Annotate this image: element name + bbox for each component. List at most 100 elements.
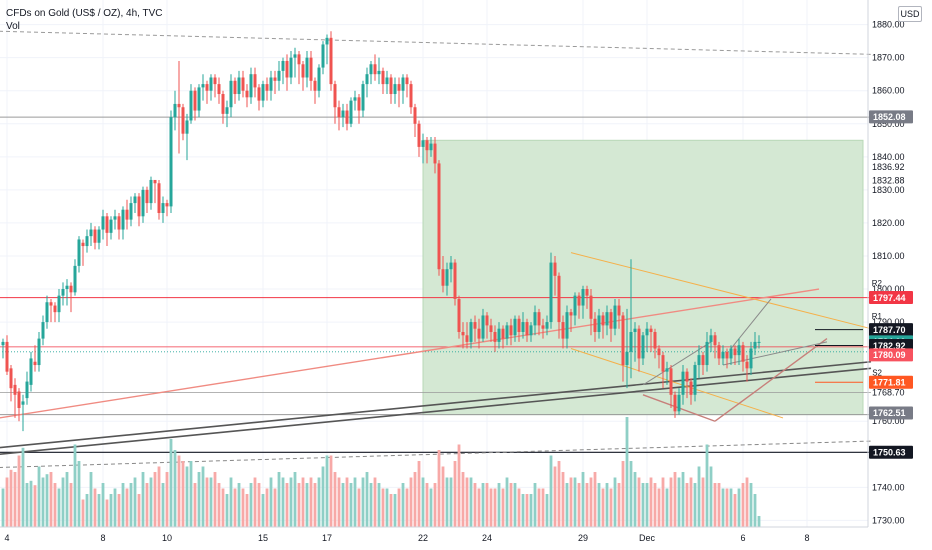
y-tick-label: 1820.00 [872,218,905,228]
volume-bar [249,483,253,527]
y-tick-label: 1880.00 [872,20,905,30]
volume-bar [449,477,453,527]
chart-title: CFDs on Gold (US$ / OZ), 4h, TVC [6,8,163,19]
volume-bar [17,455,21,527]
volume-bar [217,483,221,527]
volume-bar [521,494,525,527]
volume-bar [157,466,161,527]
candle-body [165,203,169,207]
candle-body [173,103,177,118]
volume-bar [529,494,533,527]
volume-bar [397,488,401,527]
y-axis-value: 1768.70 [872,387,905,397]
volume-bar [321,466,325,527]
candle-body [45,302,49,323]
y-axis[interactable]: 1730.00 1740.00 1760.00 1790.00 1800.00 1810.… [872,20,905,526]
candle-body [673,394,677,412]
volume-bar [705,444,709,527]
volume-bar [669,477,673,527]
candle-body [649,328,653,332]
candle-body [689,381,693,395]
candle-body [429,143,433,151]
candle-body [333,84,337,108]
candle-body [481,315,485,339]
price-label: 1787.70 [873,325,906,335]
candle-body [301,64,305,78]
volume-bar [665,488,669,527]
volume-bar [701,477,705,527]
volume-bar [9,469,13,527]
volume-bar [569,477,573,527]
pivot-label: R2 [872,279,883,288]
volume-bar [673,472,677,527]
lower-trendline [0,440,872,468]
volume-bar [677,477,681,527]
x-axis[interactable]: 4 8 10 15 17 22 24 29 Dec 6 8 [4,533,809,543]
volume-bar [269,477,273,527]
candle-body [577,295,581,306]
volume-bar [749,483,753,527]
candle-body [9,368,13,389]
candle-body [721,351,725,359]
volume-bar [245,494,249,527]
volume-bar [309,477,313,527]
volume-bar [57,488,61,527]
candle-body [729,348,733,359]
candle-body [161,203,165,214]
wedge-line [714,338,828,422]
candle-body [193,90,197,111]
candle-body [461,331,465,336]
candle-body [745,361,749,369]
wedge-line [730,298,772,349]
volume-bar [61,477,65,527]
candle-body [133,196,137,204]
volume-bar [729,488,733,527]
candle-body [129,203,133,220]
candle-body [5,341,9,372]
price-label-box [869,323,913,337]
volume-bar [329,455,333,527]
volume-bar [33,485,37,527]
volume-bar [133,477,137,527]
candle-body [309,57,313,81]
candle-body [105,216,109,233]
volume-bar [105,499,109,527]
y-tick-label: 1730.00 [872,515,905,525]
rising-trendline [0,288,820,419]
volume-bar [649,477,653,527]
volume-bar [685,483,689,527]
volume-bar [645,483,649,527]
volume-bar [505,477,509,527]
candle-body [29,358,33,385]
candle-body [117,216,121,230]
candle-body [465,335,469,342]
volume-bar [41,477,45,527]
candle-body [685,371,689,382]
candle-body [69,285,73,293]
volume-bar [637,477,641,527]
candle-body [41,322,45,339]
volume-bar [417,461,421,527]
volume-bar [753,494,757,527]
volume-bar [561,472,565,527]
volume-bar [141,472,145,527]
volume-bar [421,477,425,527]
volume-bar [317,477,321,527]
volume-indicator-label[interactable]: Vol [6,21,20,32]
candle-body [321,44,325,68]
candle-body [625,351,629,366]
candle-body [337,107,341,118]
volume-bar [197,472,201,527]
volume-bar [401,483,405,527]
currency-button[interactable]: USD [898,6,922,22]
candle-body [185,120,189,134]
candle-body [405,77,409,85]
volume-bar [77,461,81,527]
candle-body [345,110,349,124]
volume-bar [93,488,97,527]
volume-bar [289,477,293,527]
volume-bar [225,494,229,527]
volume-bar [361,477,365,527]
volume-bar [65,472,69,527]
volume-bar [737,488,741,527]
